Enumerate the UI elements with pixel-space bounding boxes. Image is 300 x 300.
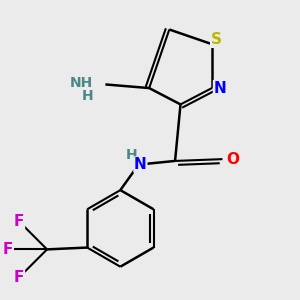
Text: F: F — [14, 270, 24, 285]
Text: O: O — [226, 152, 239, 166]
Text: H: H — [82, 89, 94, 103]
Text: N: N — [134, 157, 147, 172]
Text: NH: NH — [69, 76, 93, 90]
Text: S: S — [211, 32, 222, 47]
Text: N: N — [214, 81, 226, 96]
Text: H: H — [126, 148, 138, 163]
Text: F: F — [14, 214, 24, 229]
Text: F: F — [2, 242, 13, 257]
